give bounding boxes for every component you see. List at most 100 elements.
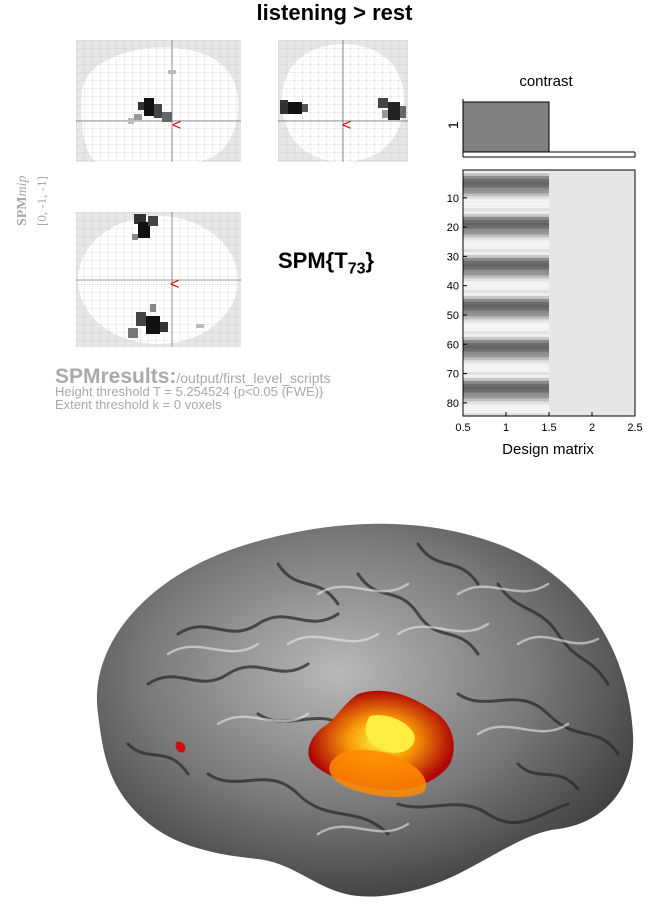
x-tick-label: 1.5 [541, 422, 556, 434]
design-matrix-row [463, 377, 549, 382]
results-info: SPMresults:/output/first_level_scripts H… [55, 366, 331, 412]
y-tick-label: 50 [447, 310, 459, 322]
design-matrix-row [463, 363, 549, 367]
design-matrix-row [463, 322, 549, 326]
height-threshold: Height threshold T = 5.254524 {p<0.05 (F… [55, 384, 324, 399]
design-matrix-row [463, 278, 549, 282]
sulcus [396, 802, 570, 825]
design-matrix-row [463, 228, 549, 233]
design-matrix-row [463, 243, 549, 247]
design-matrix-row [463, 339, 549, 344]
design-matrix-y-ticks: 10 20 30 40 50 60 70 80 [447, 193, 467, 410]
x-tick-label: 2.5 [627, 422, 642, 434]
design-matrix-row [463, 313, 549, 318]
design-matrix-row [463, 196, 549, 200]
design-matrix-row [463, 398, 549, 402]
gyrus-highlight [456, 582, 550, 596]
design-matrix-row [463, 354, 549, 359]
design-matrix-row [463, 287, 549, 291]
gyrus-highlight [476, 722, 570, 736]
spm-mip-label: SPMmip [0, -1, -1] [15, 175, 49, 226]
design-matrix-row [463, 275, 549, 279]
design-matrix-row [463, 383, 549, 388]
glass-brain-coronal[interactable]: < [278, 40, 408, 162]
design-matrix-row [463, 325, 549, 329]
activation-blob [128, 70, 176, 124]
design-matrix-row [463, 380, 549, 385]
sulcus [456, 692, 620, 756]
design-matrix-row [463, 260, 549, 265]
design-matrix-row [463, 254, 549, 259]
design-matrix-row [463, 178, 549, 183]
design-matrix-row [463, 307, 549, 312]
design-matrix-row [463, 293, 549, 297]
design-matrix-row [463, 216, 549, 221]
design-matrix-row [463, 237, 549, 241]
contrast-plot[interactable]: 1 [436, 95, 646, 165]
mip-coords: [0, -1, -1] [34, 176, 49, 226]
design-matrix-row [463, 225, 549, 230]
design-matrix-row [463, 345, 549, 350]
design-matrix-row [463, 360, 549, 364]
design-matrix-row [463, 310, 549, 315]
cursor-marker: < [172, 117, 181, 134]
y-tick-label: 40 [447, 281, 459, 293]
gyrus-highlight [316, 822, 410, 836]
design-matrix-row [463, 404, 549, 408]
design-matrix-row [463, 319, 549, 323]
design-matrix[interactable]: 10 20 30 40 50 60 70 80 0.5 1 1.5 2 2.5 [430, 168, 650, 438]
design-matrix-row [463, 295, 549, 300]
contrast-bar [462, 101, 550, 153]
design-matrix-row [463, 193, 549, 197]
x-tick-label: 1 [503, 422, 509, 434]
extent-threshold: Extent threshold k = 0 voxels [55, 397, 222, 412]
design-matrix-row [463, 348, 549, 353]
design-matrix-row [463, 231, 549, 236]
spm-label-sub: mip [15, 175, 30, 196]
design-matrix-label: Design matrix [502, 441, 594, 458]
design-matrix-constant-column [549, 170, 635, 416]
design-matrix-row [463, 222, 549, 227]
design-matrix-row [463, 395, 549, 400]
design-matrix-row [463, 290, 549, 294]
design-matrix-row [463, 181, 549, 186]
activation-overlay [175, 690, 454, 798]
y-tick-label: 80 [447, 398, 459, 410]
design-matrix-row [463, 252, 549, 256]
design-matrix-row [463, 257, 549, 262]
brain-surface-render[interactable] [58, 514, 638, 904]
design-matrix-row [463, 281, 549, 285]
gyrus-highlight [516, 635, 600, 646]
glass-brain-axial[interactable]: < [76, 212, 241, 347]
spm-label-main: SPM [15, 196, 30, 226]
design-matrix-row [463, 386, 549, 391]
statistic-label: SPM{T73} [278, 248, 374, 278]
design-matrix-cells [463, 170, 635, 417]
design-matrix-row [463, 357, 549, 361]
design-matrix-row [463, 392, 549, 397]
page-title: listening > rest [256, 0, 413, 25]
svg-text:SPMmip: SPMmip [15, 175, 30, 226]
gyrus-highlight [316, 582, 410, 596]
design-matrix-row [463, 205, 549, 209]
design-matrix-row [463, 407, 549, 411]
activation-blob [280, 98, 406, 120]
design-matrix-row [463, 234, 549, 238]
design-matrix-row [463, 208, 549, 212]
design-matrix-row [463, 263, 549, 268]
y-tick-label: 30 [447, 251, 459, 263]
design-matrix-row [463, 187, 549, 192]
design-matrix-row [463, 269, 549, 274]
statistic-df: 73 [347, 260, 366, 278]
design-matrix-row [463, 249, 549, 253]
glass-brain-sagittal[interactable]: < [76, 40, 241, 162]
sulcus [416, 542, 480, 586]
design-matrix-row [463, 336, 549, 341]
design-matrix-row [463, 266, 549, 271]
y-tick-label: 20 [447, 222, 459, 234]
design-matrix-row [463, 199, 549, 203]
results-path: /output/first_level_scripts [176, 370, 331, 386]
design-matrix-row [463, 342, 549, 347]
design-matrix-row [463, 372, 549, 376]
gyrus-highlight [166, 642, 260, 656]
